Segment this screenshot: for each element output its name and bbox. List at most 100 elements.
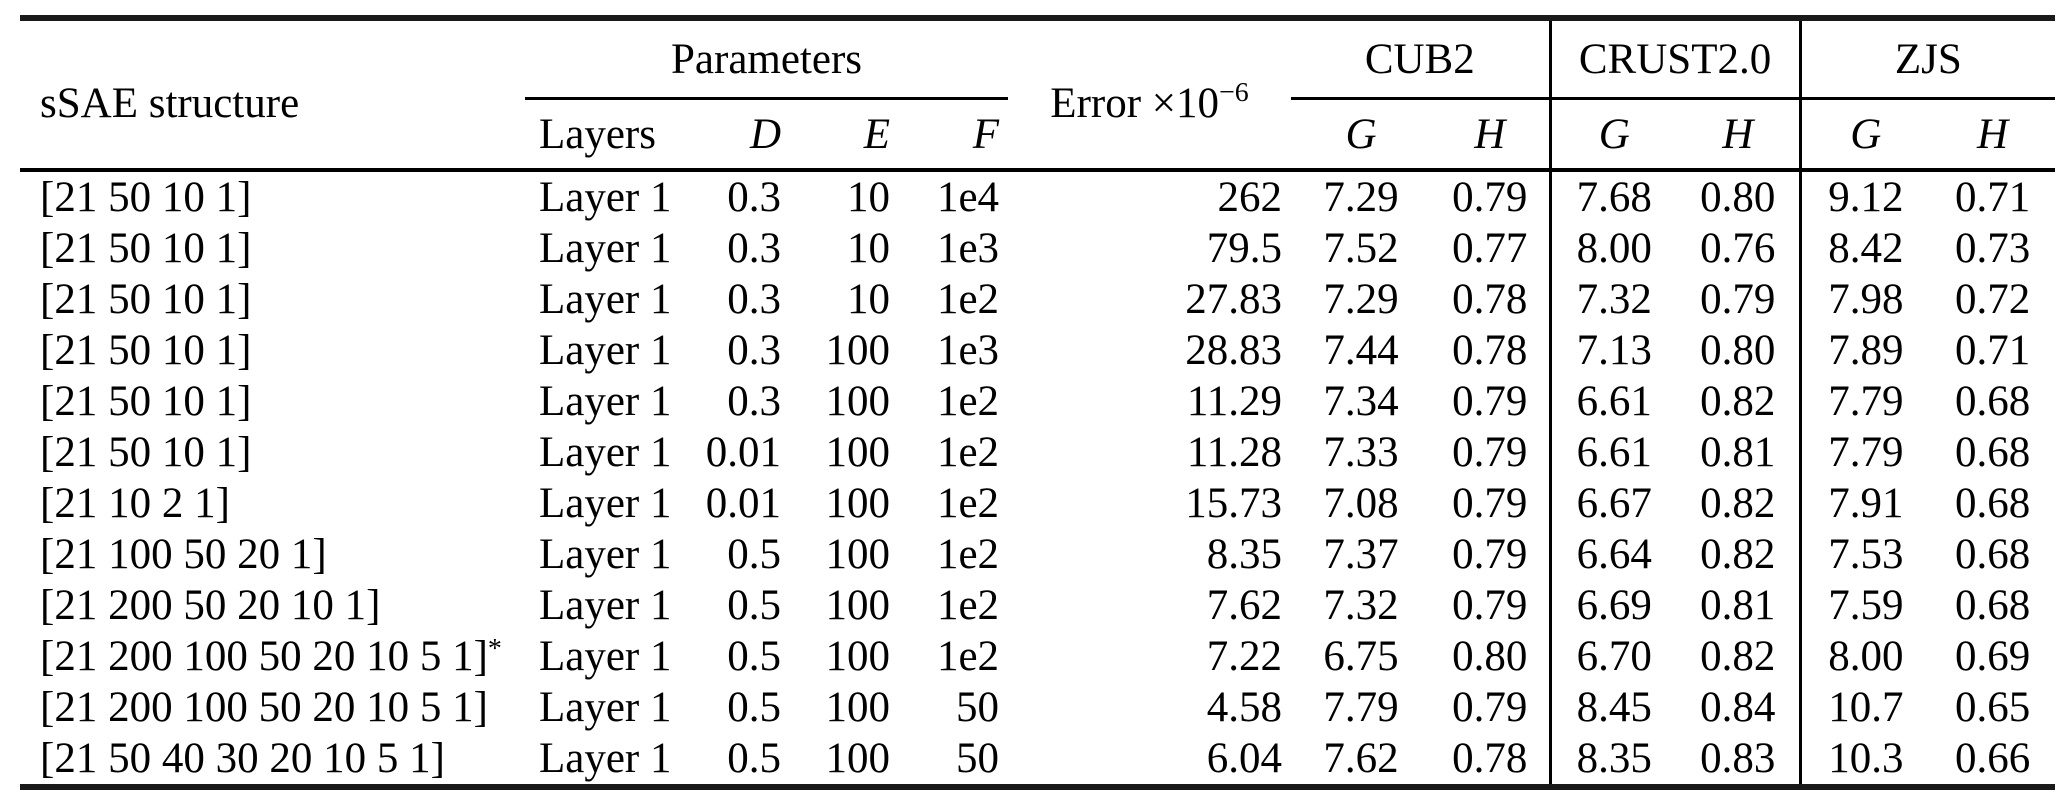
- param-e-cell: 100: [825, 531, 891, 578]
- crust20-h-cell: 0.81: [1677, 427, 1802, 478]
- column-header-f: F: [899, 98, 1009, 172]
- cub2-g-cell: 7.08: [1323, 480, 1399, 527]
- crust20-g-cell: 6.61: [1576, 429, 1652, 476]
- crust20-h-cell: 0.84: [1677, 682, 1802, 733]
- param-f-cell: 1e2: [936, 633, 1000, 680]
- column-group-zjs: ZJS: [1800, 18, 2056, 100]
- layers-cell: Layer 1: [539, 480, 672, 527]
- crust20-h-cell: 0.79: [1677, 274, 1802, 325]
- cub2-h-cell: 0.77: [1431, 223, 1552, 274]
- param-f-cell: 1e2: [936, 480, 1000, 527]
- zjs-g-cell: 7.79: [1828, 429, 1904, 476]
- structure-cell: [21 50 10 1]: [40, 174, 252, 221]
- crust20-g-cell: 8.45: [1576, 684, 1652, 731]
- cub2-h-cell: 0.80: [1431, 631, 1552, 682]
- structure-cell: [21 200 100 50 20 10 5 1]: [40, 684, 488, 731]
- zjs-h-cell: 0.68: [1954, 582, 2031, 629]
- column-header-zjs-g: G: [1800, 98, 1931, 172]
- header-row-groups: sSAE structure Parameters Error ×10−6 CU…: [20, 18, 2056, 172]
- layers-cell: Layer 1: [539, 276, 672, 323]
- parameters-group-label: Parameters: [671, 35, 863, 83]
- structure-cell: [21 50 10 1]: [40, 327, 252, 374]
- zjs-h-cell: 0.66: [1954, 735, 2031, 782]
- table-row: [21 50 40 30 20 10 5 1] Layer 1 0.5 100 50 6.…: [20, 733, 2055, 787]
- cub2-g-cell: 7.32: [1323, 582, 1399, 629]
- error-cell: 11.29: [1186, 378, 1283, 425]
- param-d-cell: 0.5: [727, 531, 781, 578]
- table-row: [21 200 100 50 20 10 5 1] Layer 1 0.5 100 50…: [20, 682, 2055, 733]
- crust20-h-cell: 0.82: [1677, 376, 1802, 427]
- param-f-cell: 1e2: [936, 378, 1000, 425]
- error-cell: 79.5: [1206, 225, 1283, 272]
- structure-cell: [21 50 10 1]: [40, 276, 252, 323]
- cub2-g-cell: 7.44: [1323, 327, 1399, 374]
- param-d-cell: 0.01: [705, 429, 781, 476]
- zjs-g-cell: 7.79: [1828, 378, 1904, 425]
- column-header-cub2-g: G: [1291, 98, 1432, 172]
- column-header-crust20-h: H: [1677, 98, 1802, 172]
- table-row: [21 50 10 1] Layer 1 0.01 100 1e2 11.28 7.33 0.…: [20, 427, 2055, 478]
- error-cell: 7.22: [1206, 633, 1283, 680]
- zjs-h-cell: 0.69: [1954, 633, 2031, 680]
- param-d-cell: 0.01: [705, 480, 781, 527]
- param-f-cell: 50: [956, 735, 1000, 782]
- zjs-h-cell: 0.71: [1954, 174, 2031, 221]
- crust20-h-cell: 0.80: [1677, 170, 1802, 223]
- zjs-g-cell: 7.59: [1828, 582, 1904, 629]
- crust20-h-cell: 0.83: [1677, 733, 1802, 787]
- crust20-h-cell: 0.80: [1677, 325, 1802, 376]
- table-body: [21 50 10 1] Layer 1 0.3 10 1e4 262 7.29 0.79 7.…: [20, 170, 2055, 787]
- zjs-h-cell: 0.73: [1954, 225, 2031, 272]
- error-cell: 27.83: [1185, 276, 1283, 323]
- param-e-cell: 10: [847, 225, 890, 272]
- param-e-cell: 100: [825, 327, 891, 374]
- cub2-h-cell: 0.79: [1431, 529, 1552, 580]
- cub2-g-cell: 7.33: [1323, 429, 1399, 476]
- param-f-cell: 1e4: [936, 174, 1000, 221]
- cub2-h-cell: 0.78: [1431, 325, 1552, 376]
- zjs-h-cell: 0.68: [1954, 378, 2031, 425]
- param-e-cell: 100: [825, 735, 891, 782]
- crust20-g-cell: 8.35: [1576, 735, 1652, 782]
- table-row: [21 10 2 1] Layer 1 0.01 100 1e2 15.73 7.08 0.7…: [20, 478, 2055, 529]
- zjs-h-cell: 0.68: [1954, 531, 2031, 578]
- crust20-h-cell: 0.82: [1677, 478, 1802, 529]
- table-row: [21 50 10 1] Layer 1 0.3 10 1e3 79.5 7.52 0.77 8…: [20, 223, 2055, 274]
- crust20-h-cell: 0.82: [1677, 529, 1802, 580]
- zjs-g-cell: 9.12: [1828, 174, 1904, 221]
- cub2-h-cell: 0.78: [1431, 733, 1552, 787]
- param-f-cell: 1e2: [936, 582, 1000, 629]
- crust20-group-label: CRUST2.0: [1578, 35, 1772, 83]
- results-table: sSAE structure Parameters Error ×10−6 CU…: [20, 15, 2056, 790]
- zjs-g-cell: 8.42: [1828, 225, 1904, 272]
- crust20-h-cell: 0.76: [1677, 223, 1802, 274]
- table-row: [21 50 10 1] Layer 1 0.3 100 1e3 28.83 7.44 0.7…: [20, 325, 2055, 376]
- crust20-h-cell: 0.81: [1677, 580, 1802, 631]
- structure-header-label: sSAE structure: [40, 79, 300, 127]
- cub2-g-cell: 7.62: [1323, 735, 1399, 782]
- cub2-g-cell: 7.52: [1323, 225, 1399, 272]
- error-header-label: Error ×10: [1050, 79, 1220, 127]
- crust20-g-cell: 7.32: [1576, 276, 1652, 323]
- crust20-g-cell: 7.68: [1576, 174, 1652, 221]
- header-row-subcolumns: Layers D E F G H G H G H: [20, 98, 2056, 172]
- layers-cell: Layer 1: [539, 429, 672, 476]
- cub2-h-cell: 0.79: [1431, 376, 1552, 427]
- error-cell: 4.58: [1206, 684, 1283, 731]
- error-cell: 28.83: [1185, 327, 1283, 374]
- param-e-cell: 10: [847, 276, 890, 323]
- crust20-g-cell: 7.13: [1576, 327, 1652, 374]
- structure-cell: [21 50 10 1]: [40, 429, 252, 476]
- zjs-group-label: ZJS: [1894, 35, 1962, 83]
- param-e-cell: 100: [825, 684, 891, 731]
- column-header-layers: Layers: [525, 98, 656, 172]
- param-e-cell: 10: [847, 174, 890, 221]
- zjs-h-cell: 0.71: [1954, 327, 2031, 374]
- cub2-h-cell: 0.78: [1431, 274, 1552, 325]
- param-d-cell: 0.5: [727, 582, 781, 629]
- column-header-error: Error ×10−6: [1008, 18, 1292, 172]
- zjs-g-cell: 8.00: [1828, 633, 1904, 680]
- structure-cell: [21 200 50 20 10 1]: [40, 582, 381, 629]
- table-row: [21 100 50 20 1] Layer 1 0.5 100 1e2 8.35 7.37…: [20, 529, 2055, 580]
